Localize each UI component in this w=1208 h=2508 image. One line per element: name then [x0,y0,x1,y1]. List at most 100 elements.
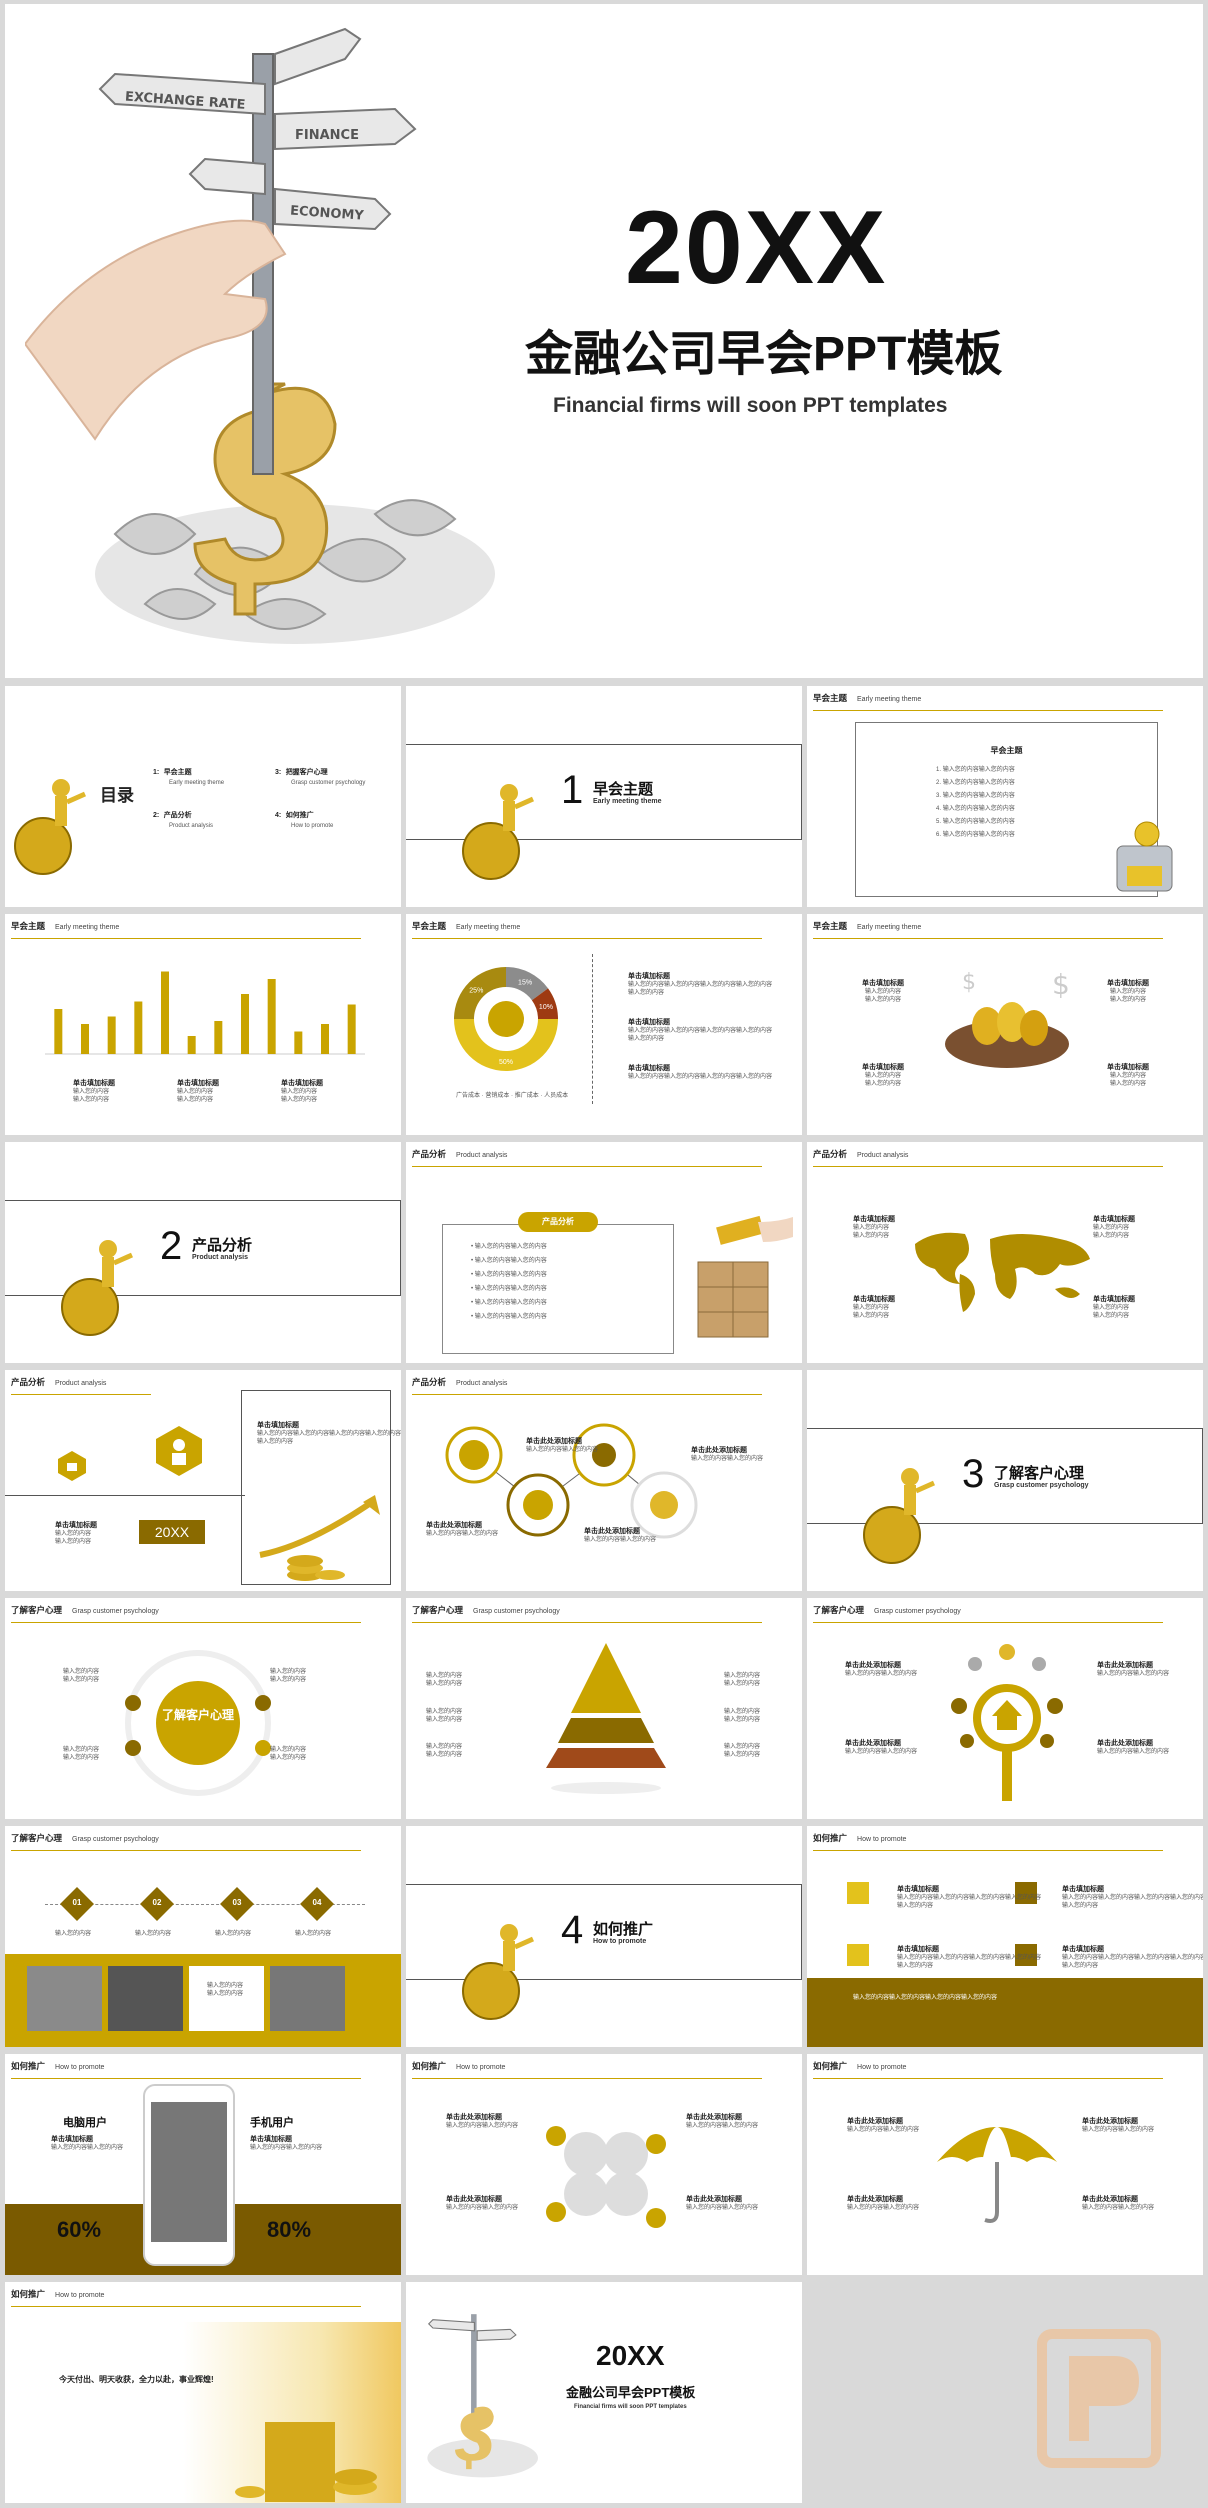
sign-economy: ECONOMY [290,204,365,224]
slide-pyramid[interactable]: 了解客户心理 Grasp customer psychology 输入您的内容 输入… [406,1598,802,1819]
slide-circle-network[interactable]: 产品分析 Product analysis 单击此处添加标题 输入您的内容输入您的内… [406,1370,802,1591]
bar-chart [45,971,365,1055]
slide-header: 产品分析 Product analysis [11,1377,107,1387]
bar-10 [294,1031,303,1054]
cover-title: 金融公司早会PPT模板 [525,328,1003,381]
donut-label-2: 10% [539,1004,553,1011]
slide-header: 了解客户心理 Grasp customer psychology [412,1605,560,1615]
slide-hexagons[interactable]: 产品分析 Product analysis 单击填加标题 输入您的内容输入您的内容输… [5,1370,401,1591]
wechat-icon [1015,1944,1037,1966]
slide-header: 如何推广 How to promote [11,2061,105,2071]
signpost-small-illustration [427,2314,538,2478]
section-subtitle: Early meeting theme [593,798,662,805]
nest-eggs-image: $$ [945,968,1070,1068]
year-box: 20XX [139,1520,205,1544]
toc-item-1[interactable]: 1: 早会主题 Early meeting theme [153,769,225,786]
toc-item-3[interactable]: 3: 把握客户心理 Grasp customer psychology [275,769,366,786]
bar-9 [267,979,276,1054]
slide-section-1[interactable]: 1 早会主题 Early meeting theme [406,686,802,907]
theme-list: 1. 输入您的内容输入您的内容 2. 输入您的内容输入您的内容 3. 输入您的内… [936,767,1015,838]
donut-slice-4 [454,967,506,1019]
bar-5 [161,971,169,1054]
slide-header: 如何推广 How to promote [813,1833,907,1843]
bar-1 [54,1009,63,1054]
bar-8 [241,994,249,1054]
section-title: 如何推广 [593,1921,654,1938]
mobile-percent: 80% [267,2217,312,2242]
phone-icon [847,1944,869,1966]
slide-steps-timeline[interactable]: 了解客户心理 Grasp customer psychology 01 02 03… [5,1826,401,2047]
donut-label-3: 50% [499,1059,513,1066]
slide-header: 早会主题 Early meeting theme [412,921,521,931]
slide-header: 早会主题 Early meeting theme [813,921,922,931]
slide-end[interactable]: 20XX 金融公司早会PPT模板 Financial firms will so… [406,2282,802,2503]
monitor-icon [847,1882,869,1904]
section-title: 早会主题 [593,781,654,798]
gold-man-icon [462,784,535,880]
pc-user-label: 电脑用户 [63,2117,107,2129]
slide-umbrella[interactable]: 如何推广 How to promote 单击此处添加标题 输入您的内容输入您的内容 … [807,2054,1203,2275]
slide-product-list[interactable]: 产品分析 Product analysis • 输入您的内容输入您的内容 • 输入… [406,1142,802,1363]
product-box: • 输入您的内容输入您的内容 • 输入您的内容输入您的内容 • 输入您的内容输入… [442,1224,674,1354]
blocks-image [697,1215,793,1338]
right-panel [241,1390,391,1585]
pyramid-diagram [546,1643,666,1794]
mobile-user-label: 手机用户 [250,2117,294,2129]
donut-slice-3 [454,1019,558,1071]
svg-text:$: $ [1052,968,1070,1001]
slide-header: 早会主题 Early meeting theme [813,693,922,703]
section-subtitle: How to promote [593,1938,647,1945]
theme-box-title: 早会主题 [990,746,1023,755]
photo-1 [27,1966,102,2031]
slide-header: 了解客户心理 Grasp customer psychology [11,1605,159,1615]
slide-toc[interactable]: 目录 1: 早会主题 Early meeting theme 2: 产品分析 Pro… [5,686,401,907]
gold-coins-image [235,2422,377,2502]
slide-slogan[interactable]: 如何推广 How to promote 今天付出、明天收获，全力以赴，事业辉煌! [5,2282,401,2503]
gold-man-icon [462,1924,535,2020]
end-title: 金融公司早会PPT模板 [566,2385,696,2400]
slide-header: 了解客户心理 Grasp customer psychology [813,1605,961,1615]
slide-donut-chart[interactable]: 早会主题 Early meeting theme 15% 10% 50% 25% 广告成… [406,914,802,1135]
magnifier-diagram [951,1644,1063,1801]
section-subtitle: Product analysis [192,1254,249,1261]
slide-section-4[interactable]: 4 如何推广 How to promote [406,1826,802,2047]
cover-slide[interactable]: EXCHANGE RATE FINANCE ECONOMY 20XX 金融公司早… [5,4,1203,678]
slide-pc-mobile[interactable]: 如何推广 How to promote 电脑用户 单击填加标题 输入您的内容输入您的… [5,2054,401,2275]
step-label-3: 03 [232,1898,242,1907]
section-subtitle: Grasp customer psychology [994,1482,1089,1489]
toc-heading: 目录 [100,786,134,805]
bar-12 [347,1004,356,1054]
toc-item-4[interactable]: 4: 如何推广 How to promote [275,812,334,829]
slide-header: 产品分析 Product analysis [813,1149,909,1159]
bar-6 [187,1036,196,1054]
section-title: 了解客户心理 [994,1465,1085,1482]
slide-header: 如何推广 How to promote [412,2061,506,2071]
end-year: 20XX [596,2340,665,2371]
signpost-illustration: EXCHANGE RATE FINANCE ECONOMY [25,27,495,644]
slide-section-2[interactable]: 2 产品分析 Product analysis [5,1142,401,1363]
slide-theme-list[interactable]: 早会主题 Early meeting theme 早会主题 1. 输入您的内容输入… [807,686,1203,907]
section-frame [406,744,802,840]
donut-label-1: 15% [518,980,532,987]
slide-magnifier[interactable]: 了解客户心理 Grasp customer psychology 单击此处添加标题… [807,1598,1203,1819]
slide-header: 如何推广 How to promote [813,2061,907,2071]
slide-quote-circle[interactable]: 了解客户心理 Grasp customer psychology 了解客户心理 输… [5,1598,401,1819]
slide-header: 产品分析 Product analysis [412,1377,508,1387]
hexagon-lock-icon [58,1451,86,1481]
photo-2 [108,1966,183,2031]
slide-bar-chart[interactable]: 早会主题 Early meeting theme 单击填加标题 输入您的内容 输入您的… [5,914,401,1135]
cover-year: 20XX [625,190,888,306]
slide-section-3[interactable]: 3 了解客户心理 Grasp customer psychology [807,1370,1203,1591]
slide-clover[interactable]: 如何推广 How to promote 单击此处添加标题 输入您的内容输入您的内容 … [406,2054,802,2275]
section-number: 2 [160,1224,183,1268]
slide-golden-eggs[interactable]: 早会主题 Early meeting theme $ $ 单击填加标题 输入您的内容输… [807,914,1203,1135]
step-label-4: 04 [312,1898,322,1907]
bar-4 [134,1001,143,1054]
product-bullets: • 输入您的内容输入您的内容 • 输入您的内容输入您的内容 • 输入您的内容输入… [471,1244,547,1320]
watermark-logo [1034,2326,1164,2476]
coin-machine-icon [1116,821,1173,892]
slide-world-map[interactable]: 产品分析 Product analysis 单击填加标题 输入您的内容 输入您的内容 … [807,1142,1203,1363]
bar-2 [81,1024,89,1054]
toc-item-2[interactable]: 2: 产品分析 Product analysis [153,812,214,829]
slide-promote-icons[interactable]: 如何推广 How to promote 单击填加标题 输入您的内容输入您的内容输入您… [807,1826,1203,2047]
